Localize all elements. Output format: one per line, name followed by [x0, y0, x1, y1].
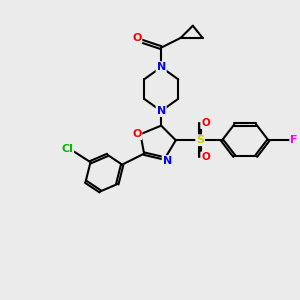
Text: O: O [201, 152, 210, 162]
Text: O: O [132, 33, 142, 43]
Text: Cl: Cl [61, 144, 73, 154]
Text: N: N [157, 106, 166, 116]
Text: O: O [201, 118, 210, 128]
Text: S: S [196, 135, 204, 145]
Text: N: N [157, 62, 166, 72]
Text: N: N [163, 156, 172, 166]
Text: F: F [290, 135, 298, 145]
Text: O: O [132, 129, 142, 139]
